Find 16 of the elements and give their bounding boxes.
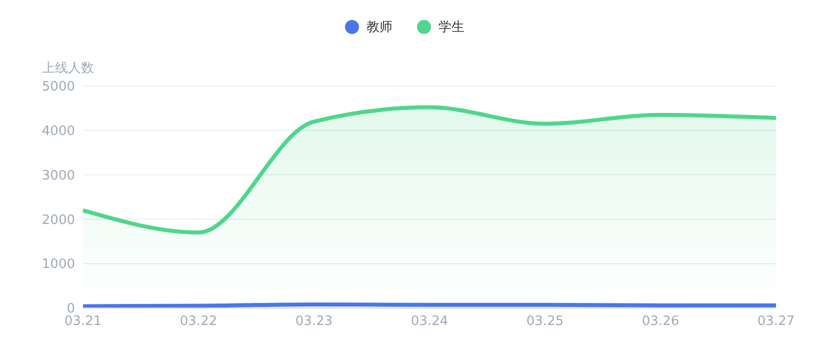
x-tick-label: 03.27	[757, 314, 795, 330]
legend-label: 教师	[366, 19, 392, 36]
x-tick-label: 03.23	[295, 314, 333, 330]
y-tick-label: 1000	[42, 257, 75, 272]
x-tick-label: 03.21	[64, 314, 102, 330]
x-tick-label: 03.24	[410, 314, 448, 330]
legend-label: 学生	[438, 19, 464, 36]
x-tick-label: 03.22	[180, 314, 218, 330]
y-axis-title: 上线人数	[42, 61, 94, 76]
x-tick-label: 03.25	[526, 314, 564, 330]
y-tick-label: 3000	[42, 168, 75, 184]
y-tick-label: 2000	[42, 212, 75, 228]
y-tick-label: 5000	[42, 80, 75, 95]
y-tick-label: 0	[66, 302, 75, 317]
x-tick-label: 03.26	[642, 314, 680, 330]
y-tick-label: 4000	[42, 124, 75, 140]
